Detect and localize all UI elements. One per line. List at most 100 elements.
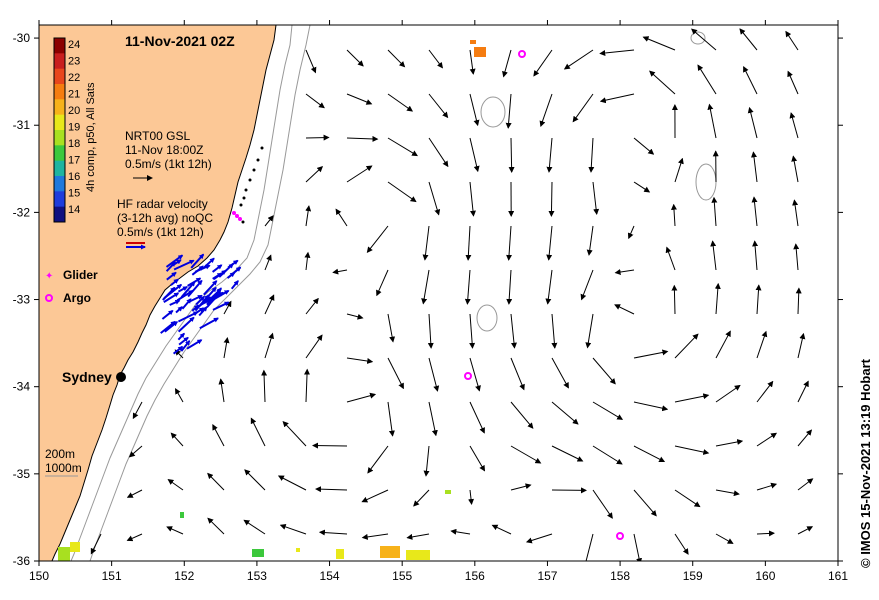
x-tick-label: 155 — [392, 569, 412, 583]
current-arrow — [243, 519, 266, 535]
current-arrow — [510, 357, 525, 391]
current-arrow — [421, 269, 430, 305]
hf-radar-arrow — [190, 253, 205, 269]
current-arrow — [715, 489, 740, 497]
current-arrow — [282, 420, 307, 447]
current-arrow — [346, 165, 373, 183]
current-arrow — [592, 445, 623, 465]
hf-radar-arrow — [162, 286, 176, 301]
current-arrow — [469, 313, 476, 349]
x-tick-label: 152 — [174, 569, 194, 583]
current-arrow — [450, 528, 471, 535]
hf-radar-arrow — [170, 278, 179, 286]
land-mass — [39, 25, 277, 561]
current-arrow — [510, 313, 517, 349]
current-arrow — [387, 313, 396, 343]
current-arrow — [674, 157, 684, 183]
current-arrow — [304, 368, 311, 403]
current-arrow — [305, 93, 325, 109]
current-arrow — [128, 445, 143, 458]
current-arrow — [533, 49, 553, 77]
colorbar-swatch — [54, 191, 65, 208]
current-arrow — [795, 287, 802, 315]
colorbar-swatch — [54, 160, 65, 177]
current-arrow — [367, 445, 389, 474]
current-arrow — [588, 137, 595, 173]
current-arrow — [502, 49, 512, 78]
current-arrow — [264, 294, 275, 315]
colorbar-swatch — [54, 130, 65, 146]
current-arrow — [207, 472, 225, 491]
current-arrow — [633, 533, 643, 561]
hf-radar-arrow — [166, 271, 177, 281]
current-arrow — [469, 137, 480, 173]
argo-floats — [464, 50, 624, 540]
hf-radar-arrow — [173, 259, 195, 271]
current-arrow — [633, 181, 651, 193]
current-arrow — [546, 137, 553, 173]
current-arrow — [751, 151, 758, 183]
seamount-contour — [476, 304, 498, 332]
current-arrow — [525, 533, 553, 544]
y-axis: -30 -31 -32 -33 -34 -35 -36 — [13, 31, 843, 568]
current-arrow — [674, 393, 710, 403]
current-arrow — [715, 330, 731, 359]
current-arrow — [223, 337, 230, 359]
current-arrow — [387, 401, 395, 437]
current-arrow — [264, 254, 272, 271]
colorbar-tick-label: 16 — [68, 171, 80, 183]
current-arrow — [580, 269, 594, 301]
current-arrow — [387, 137, 418, 157]
current-arrow — [305, 134, 330, 141]
current-arrow — [332, 268, 348, 275]
hf-radar-arrow-field — [160, 253, 242, 355]
current-arrow — [711, 196, 718, 227]
current-arrow — [318, 529, 348, 536]
current-arrow — [428, 93, 449, 119]
current-arrow — [469, 357, 481, 392]
hf-radar-arrow — [187, 277, 202, 287]
colorbar-swatch — [54, 99, 65, 116]
depth-legend: 200m 1000m — [45, 447, 82, 477]
colorbar-swatch — [54, 84, 65, 100]
seamount-contour — [480, 96, 506, 128]
current-arrow — [506, 269, 513, 305]
hf-radar-arrow — [194, 264, 211, 273]
current-arrow — [264, 215, 274, 227]
current-arrow — [428, 401, 438, 437]
current-arrow — [751, 196, 758, 227]
current-arrow — [592, 489, 613, 519]
hf-radar-arrow — [164, 321, 178, 333]
current-arrow — [346, 392, 377, 403]
current-arrow — [797, 429, 813, 447]
current-arrow — [346, 93, 373, 105]
hf-radar-arrow — [180, 340, 191, 352]
svg-text:0.5m/s (1kt 12h): 0.5m/s (1kt 12h) — [117, 225, 204, 239]
current-arrow — [592, 181, 600, 215]
hf-radar-arrow — [211, 264, 223, 273]
x-tick-label: 150 — [29, 569, 49, 583]
city-label-sydney: Sydney — [62, 369, 112, 385]
current-arrow — [674, 533, 689, 555]
current-arrow — [305, 297, 319, 315]
colorbar-swatch — [54, 206, 65, 223]
colorbar-tick-label: 14 — [68, 204, 80, 216]
svg-text:200m: 200m — [45, 447, 75, 461]
hf-radar-arrow — [165, 254, 184, 268]
colorbar-label: 4h comp, p50, All Sats — [85, 82, 97, 192]
colorbar-tick-label: 24 — [68, 39, 80, 51]
current-arrow — [423, 445, 430, 477]
current-arrow — [346, 357, 374, 364]
colorbar-swatch — [54, 68, 65, 85]
svg-text:NRT00 GSL: NRT00 GSL — [125, 129, 190, 143]
current-arrow — [586, 225, 594, 256]
hf-radar-arrow — [191, 304, 200, 312]
current-arrow — [592, 401, 624, 420]
current-arrow — [551, 445, 584, 462]
current-arrow — [710, 240, 717, 271]
current-arrow — [465, 225, 472, 261]
current-arrow — [756, 330, 768, 359]
current-arrow — [756, 380, 774, 403]
current-arrow — [428, 181, 441, 216]
current-arrow — [563, 49, 594, 70]
